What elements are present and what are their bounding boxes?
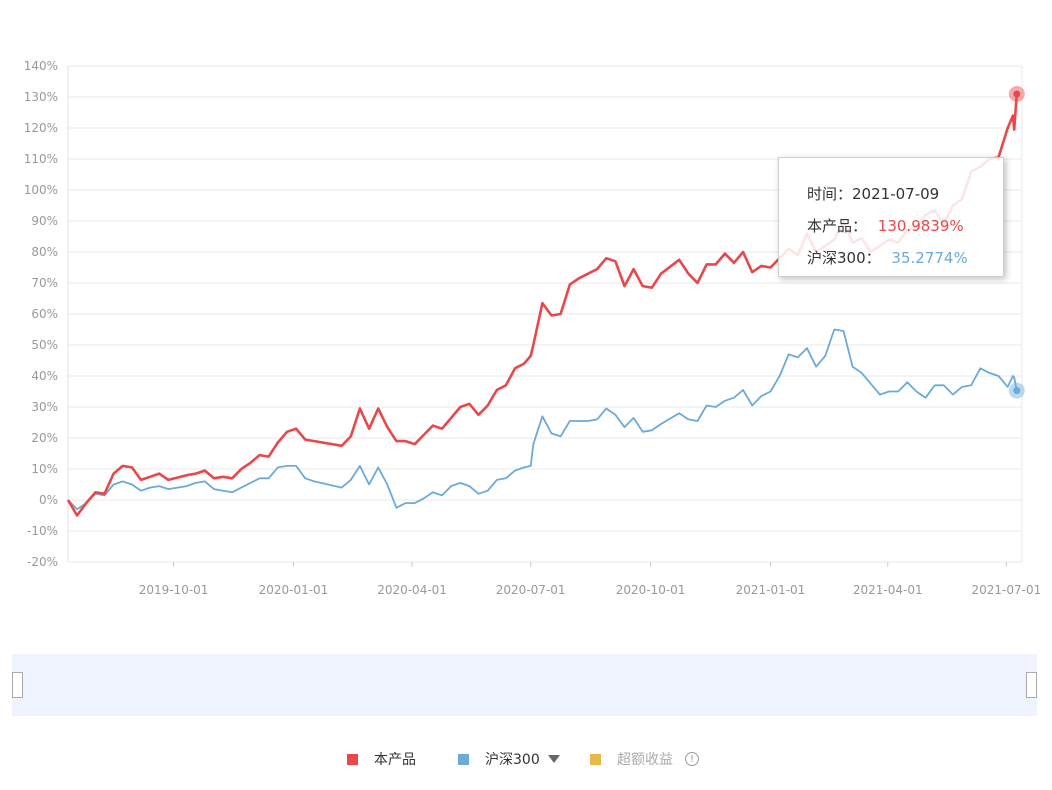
y-tick-label: 30%: [31, 400, 58, 414]
y-tick-label: -20%: [27, 555, 58, 569]
tooltip-time-value: 2021-07-09: [852, 185, 940, 203]
y-tick-label: 50%: [31, 338, 58, 352]
legend-item-product[interactable]: 本产品: [347, 749, 416, 769]
tooltip: 时间：2021-07-09 本产品： 130.9839% 沪深300： 35.2…: [778, 157, 1004, 277]
endpoint-dot-product: [1013, 90, 1021, 98]
grid-lines: [67, 65, 1023, 563]
y-tick-label: 40%: [31, 369, 58, 383]
y-tick-label: 90%: [31, 214, 58, 228]
tooltip-product-value: 130.9839%: [877, 217, 964, 235]
legend-swatch-product: [347, 753, 358, 765]
x-tick-label: 2020-01-01: [259, 583, 329, 597]
legend-label-index: 沪深300: [485, 752, 540, 768]
y-tick-label: -10%: [27, 524, 58, 538]
legend: 本产品 沪深300 超额收益 !: [0, 749, 1052, 771]
x-tick-label: 2021-01-01: [736, 583, 806, 597]
data-zoom-slider[interactable]: [12, 654, 1037, 716]
y-tick-label: 10%: [31, 462, 58, 476]
y-tick-label: 140%: [24, 59, 58, 73]
zoom-handle-right[interactable]: [1026, 672, 1037, 698]
x-tick-label: 2020-10-01: [616, 583, 686, 597]
zoom-handle-left[interactable]: [12, 672, 23, 698]
legend-label-excess: 超额收益: [617, 752, 673, 768]
x-tick-label: 2020-04-01: [377, 583, 447, 597]
legend-item-excess[interactable]: 超额收益 !: [590, 749, 699, 769]
y-tick-label: 130%: [24, 90, 58, 104]
tooltip-index-row: 沪深300： 35.2774%: [807, 242, 1003, 274]
x-tick-label: 2021-07-01: [971, 583, 1041, 597]
y-tick-label: 80%: [31, 245, 58, 259]
y-tick-label: 70%: [31, 276, 58, 290]
y-tick-label: 100%: [24, 183, 58, 197]
info-icon[interactable]: !: [685, 752, 699, 766]
series-line-index: [67, 328, 1018, 511]
chart: 140% 130% 120% 110% 100% 90% 80% 70% 60% 50% 40% 30…: [24, 59, 1042, 597]
x-tick-label: 2021-04-01: [853, 583, 923, 597]
tooltip-index-value: 35.2774%: [891, 249, 968, 267]
legend-label-product: 本产品: [374, 752, 416, 768]
y-tick-label: 0%: [39, 493, 58, 507]
legend-item-index[interactable]: 沪深300: [458, 749, 560, 769]
tooltip-product-row: 本产品： 130.9839%: [807, 210, 1003, 242]
endpoint-dot-index: [1013, 387, 1021, 395]
x-tick-label: 2019-10-01: [139, 583, 209, 597]
y-tick-label: 110%: [24, 152, 58, 166]
tooltip-time-row: 时间：2021-07-09: [807, 178, 1003, 210]
series-endpoints: [1008, 85, 1025, 399]
tooltip-time-label: 时间：: [807, 185, 853, 203]
tooltip-index-label: 沪深300：: [807, 249, 881, 267]
legend-swatch-excess: [590, 753, 601, 765]
tooltip-product-label: 本产品：: [807, 217, 868, 235]
y-tick-label: 120%: [24, 121, 58, 135]
legend-swatch-index: [458, 753, 469, 765]
y-axis-ticks: 140% 130% 120% 110% 100% 90% 80% 70% 60% 50% 40% 30…: [24, 59, 58, 569]
y-tick-label: 60%: [31, 307, 58, 321]
x-axis-ticks: 2019-10-01 2020-01-01 2020-04-01 2020-07-01…: [139, 562, 1041, 597]
caret-down-icon[interactable]: [547, 755, 560, 763]
x-tick-label: 2020-07-01: [496, 583, 566, 597]
y-tick-label: 20%: [31, 431, 58, 445]
